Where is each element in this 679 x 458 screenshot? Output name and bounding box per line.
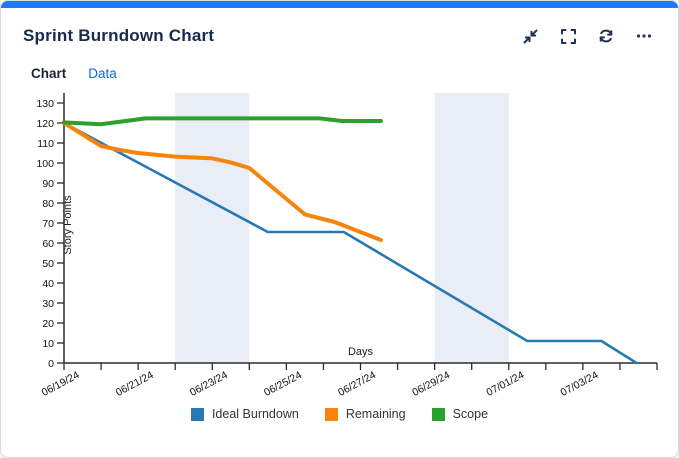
y-tick-label: 20 bbox=[42, 318, 54, 330]
legend-swatch bbox=[324, 407, 338, 421]
x-axis-title: Days bbox=[348, 346, 374, 358]
more-icon bbox=[635, 27, 653, 45]
y-tick-label: 60 bbox=[42, 238, 54, 250]
minimize-icon bbox=[522, 28, 539, 45]
y-tick-label: 130 bbox=[36, 98, 54, 110]
legend-item-scope: Scope bbox=[431, 407, 489, 421]
y-tick-label: 30 bbox=[42, 298, 54, 310]
fullscreen-icon bbox=[560, 28, 577, 45]
x-tick-label: 06/27/24 bbox=[336, 369, 378, 399]
y-tick-label: 40 bbox=[42, 278, 54, 290]
burndown-chart: 0 10 20 30 40 50 60 70 80 90 100 110 120 130 06/19/24 0… bbox=[36, 93, 658, 399]
chart-legend: Ideal Burndown Remaining Scope bbox=[1, 407, 678, 421]
legend-label: Scope bbox=[452, 407, 489, 421]
refresh-button[interactable] bbox=[594, 24, 618, 48]
view-tabs: Chart Data bbox=[1, 48, 678, 81]
y-tick-label: 120 bbox=[36, 118, 54, 130]
y-tick-label: 10 bbox=[42, 338, 54, 350]
legend-swatch bbox=[431, 407, 445, 421]
legend-label: Remaining bbox=[345, 407, 406, 421]
widget-header: Sprint Burndown Chart bbox=[1, 8, 678, 48]
tab-data[interactable]: Data bbox=[88, 66, 117, 81]
x-tick-label: 06/23/24 bbox=[188, 369, 230, 399]
y-tick-label: 70 bbox=[42, 218, 54, 230]
tab-chart[interactable]: Chart bbox=[31, 66, 67, 81]
series-line-remaining bbox=[62, 121, 383, 242]
legend-item-remaining: Remaining bbox=[324, 407, 406, 421]
series-line-scope bbox=[62, 116, 383, 127]
more-button[interactable] bbox=[632, 24, 656, 48]
x-tick-label: 06/21/24 bbox=[114, 369, 156, 399]
y-tick-label: 80 bbox=[42, 198, 54, 210]
weekend-band bbox=[434, 93, 509, 363]
weekend-band bbox=[175, 93, 250, 363]
chart-area: 0 10 20 30 40 50 60 70 80 90 100 110 120 130 06/19/24 0… bbox=[1, 85, 678, 421]
legend-swatch bbox=[190, 407, 204, 421]
page-title: Sprint Burndown Chart bbox=[23, 26, 215, 45]
y-tick-label: 90 bbox=[42, 178, 54, 190]
x-tick-label: 07/03/24 bbox=[559, 369, 601, 399]
legend-item-ideal-burndown: Ideal Burndown bbox=[190, 407, 299, 421]
legend-label: Ideal Burndown bbox=[211, 407, 299, 421]
x-tick-label: 07/01/24 bbox=[484, 369, 526, 399]
y-tick-label: 100 bbox=[36, 158, 54, 170]
x-tick-label: 06/25/24 bbox=[262, 369, 304, 399]
y-tick-label: 110 bbox=[37, 138, 54, 150]
refresh-icon bbox=[597, 27, 615, 45]
x-tick-label: 06/19/24 bbox=[40, 369, 82, 399]
y-tick-label: 0 bbox=[48, 358, 54, 370]
series-line-ideal-burndown bbox=[62, 121, 638, 365]
x-tick-label: 06/29/24 bbox=[410, 369, 452, 399]
minimize-button[interactable] bbox=[518, 24, 542, 48]
fullscreen-button[interactable] bbox=[556, 24, 580, 48]
header-actions bbox=[518, 24, 656, 48]
y-tick-label: 50 bbox=[42, 258, 54, 270]
accent-bar bbox=[1, 1, 678, 8]
y-axis-title: Story Points bbox=[62, 195, 74, 255]
